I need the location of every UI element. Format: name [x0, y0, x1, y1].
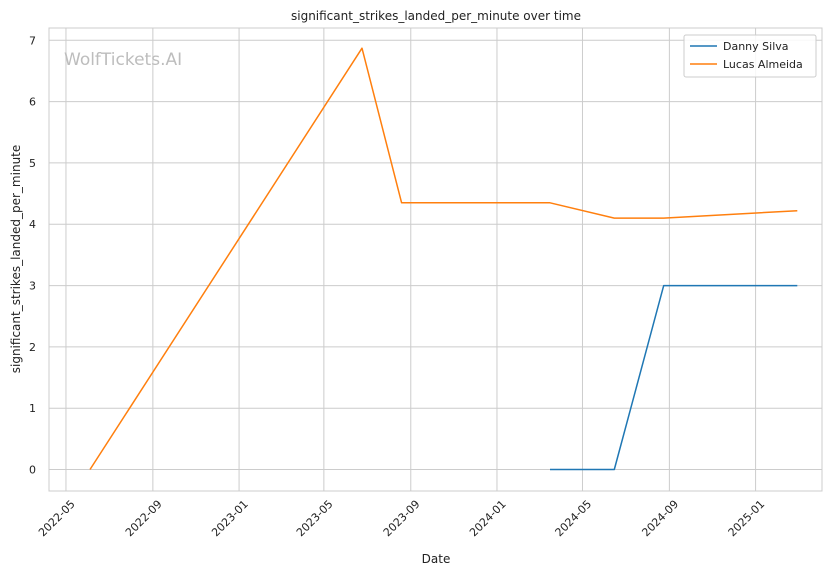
plot-area [48, 27, 823, 492]
x-tick-label: 2023-09 [381, 498, 423, 540]
x-tick-label: 2022-09 [123, 498, 165, 540]
y-axis-label: significant_strikes_landed_per_minute [9, 145, 23, 374]
x-tick-label: 2024-01 [467, 498, 509, 540]
y-axis-ticks: 0 1 2 3 4 5 6 7 [29, 34, 36, 476]
legend: Danny Silva Lucas Almeida [683, 34, 817, 78]
watermark: WolfTickets.AI [64, 50, 182, 70]
x-tick-label: 2024-09 [639, 498, 681, 540]
y-tick-label: 2 [29, 341, 36, 354]
x-tick-label: 2023-05 [294, 498, 336, 540]
y-tick-label: 6 [29, 96, 36, 109]
y-tick-label: 3 [29, 280, 36, 293]
series-lines [89, 47, 798, 471]
chart-title: significant_strikes_landed_per_minute ov… [291, 9, 581, 23]
x-tick-label: 2022-05 [36, 498, 78, 540]
series-line-danny-silva [550, 284, 798, 471]
y-tick-label: 1 [29, 402, 36, 415]
legend-label: Danny Silva [723, 40, 789, 53]
y-tick-label: 5 [29, 157, 36, 170]
series-line-lucas-almeida [89, 47, 798, 470]
x-tick-label: 2023-01 [209, 498, 251, 540]
y-tick-label: 0 [29, 464, 36, 477]
x-axis-label: Date [422, 552, 451, 566]
y-tick-label: 7 [29, 34, 36, 47]
y-tick-label: 4 [29, 218, 36, 231]
x-axis-ticks: 2022-05 2022-09 2023-01 2023-05 2023-09 2024-… [36, 498, 767, 540]
legend-label: Lucas Almeida [723, 58, 803, 71]
x-tick-label: 2024-05 [553, 498, 595, 540]
x-tick-label: 2025-01 [726, 498, 768, 540]
